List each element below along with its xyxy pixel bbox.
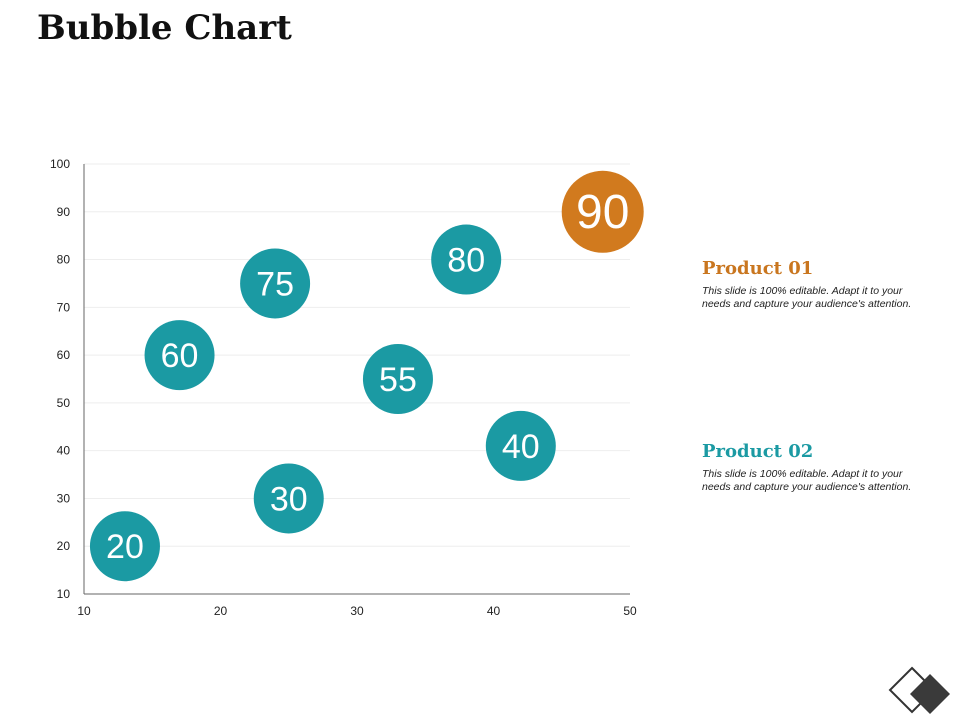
- y-tick-label: 70: [57, 300, 71, 314]
- bubble-circle: [431, 224, 502, 295]
- bubble-label: 20: [106, 528, 144, 566]
- y-tick-label: 10: [57, 587, 71, 601]
- bubble-label: 30: [270, 480, 308, 518]
- x-tick-labels: 10 20 30 40 50: [77, 604, 637, 618]
- product-01-legend: Product 01 This slide is 100% editable. …: [702, 258, 927, 311]
- bubble-label: 80: [447, 242, 485, 280]
- bubble-label: 55: [379, 361, 417, 399]
- bubble: 55: [362, 344, 433, 414]
- product-01-text: This slide is 100% editable. Adapt it to…: [702, 285, 912, 310]
- x-tick-label: 20: [214, 604, 228, 618]
- y-tick-label: 30: [57, 491, 71, 505]
- bubble: 80: [431, 224, 502, 295]
- product-02-text: This slide is 100% editable. Adapt it to…: [702, 468, 912, 493]
- bubble-circle: [89, 511, 160, 582]
- bubble-circle: [253, 463, 324, 534]
- y-tick-labels: 10 20 30 40 50 60 70 80 90 100: [50, 157, 70, 601]
- bubble: 20: [89, 511, 160, 582]
- bubble-label: 40: [502, 428, 540, 466]
- bubble: 40: [485, 410, 556, 481]
- product-02-legend: Product 02 This slide is 100% editable. …: [702, 441, 927, 494]
- bubble-circle: [485, 410, 556, 481]
- y-tick-label: 50: [57, 396, 71, 410]
- y-tick-label: 100: [50, 157, 70, 171]
- product-01-heading: Product 01: [702, 258, 814, 279]
- bubble-label: 60: [161, 337, 199, 375]
- x-tick-label: 10: [77, 604, 91, 618]
- product-02-heading: Product 02: [702, 441, 814, 462]
- bubble-label: 90: [576, 186, 629, 239]
- y-tick-label: 80: [57, 253, 71, 267]
- bubble: 60: [144, 320, 215, 391]
- y-tick-label: 40: [57, 444, 71, 458]
- bubble-circle: [144, 320, 215, 391]
- bubble-circle: [240, 248, 311, 319]
- x-tick-label: 40: [487, 604, 501, 618]
- bubble: 30: [253, 463, 324, 534]
- page-title: Bubble Chart: [37, 8, 292, 48]
- y-tick-label: 60: [57, 348, 71, 362]
- x-tick-label: 30: [350, 604, 364, 618]
- axes: [83, 164, 630, 595]
- bubble: 75: [240, 248, 311, 319]
- y-tick-label: 20: [57, 539, 71, 553]
- bubble-label: 75: [256, 265, 294, 303]
- bubbles: 20 30 40 55 60 75 80 90: [89, 170, 644, 582]
- x-tick-label: 50: [623, 604, 637, 618]
- bubble-circle: [362, 344, 433, 414]
- bubble: 90: [561, 170, 644, 253]
- bubble-circle: [561, 170, 644, 253]
- diamond-logo-icon: [888, 666, 950, 714]
- gridlines: [84, 163, 630, 547]
- y-tick-label: 90: [57, 205, 71, 219]
